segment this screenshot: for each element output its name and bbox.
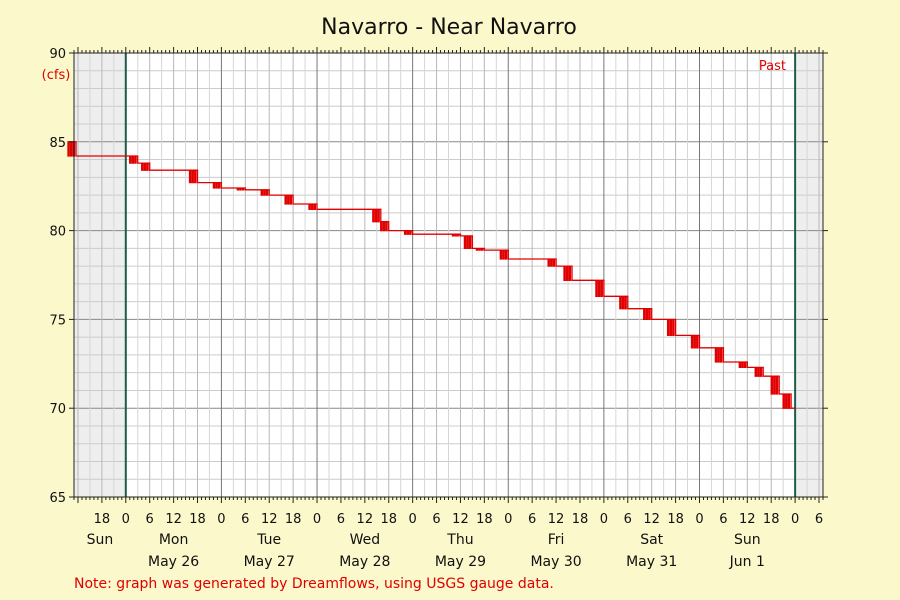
day-label: Tue [256,532,281,548]
date-label: May 28 [339,554,390,570]
shaded-region-after [795,53,823,497]
x-tick-label: 6 [337,512,345,527]
day-label: Mon [159,532,189,548]
x-tick-label: 0 [695,512,703,527]
y-axis-unit: (cfs) [42,68,71,83]
x-tick-label: 12 [261,512,278,527]
x-tick-label: 18 [572,512,589,527]
x-tick-label: 18 [476,512,493,527]
x-tick-label: 12 [548,512,565,527]
shaded-region-before [74,53,126,497]
grid-lines [74,52,823,498]
x-tick-label: 0 [409,512,417,527]
footer-note: Note: graph was generated by Dreamflows,… [74,576,554,592]
chart-title: Navarro - Near Navarro [321,15,577,40]
axes [69,47,828,503]
date-label: May 31 [626,554,677,570]
x-tick-label: 6 [146,512,154,527]
x-tick-label: 0 [217,512,225,527]
x-tick-label: 6 [624,512,632,527]
x-tick-label: 6 [432,512,440,527]
series-layer [67,141,796,409]
x-tick-label: 0 [122,512,130,527]
day-label: Wed [350,532,381,548]
day-label: Sun [87,532,114,548]
x-tick-label: 0 [504,512,512,527]
day-label: Thu [446,532,473,548]
x-tick-label: 18 [285,512,302,527]
x-tick-label: 0 [791,512,799,527]
x-tick-label: 12 [643,512,660,527]
date-label: May 27 [244,554,295,570]
x-tick-label: 18 [667,512,684,527]
x-tick-label: 18 [94,512,111,527]
x-tick-label: 6 [528,512,536,527]
x-tick-label: 18 [763,512,780,527]
x-tick-label: 6 [815,512,823,527]
x-tick-label: 0 [600,512,608,527]
x-tick-label: 12 [357,512,374,527]
series-line [67,141,796,409]
y-tick-label: 85 [49,136,66,151]
x-tick-label: 0 [313,512,321,527]
x-tick-label: 12 [452,512,469,527]
day-label: Fri [548,532,565,548]
x-tick-label: 18 [189,512,206,527]
y-tick-label: 65 [49,491,66,506]
date-label: May 26 [148,554,199,570]
x-tick-label: 18 [380,512,397,527]
x-tick-label: 6 [719,512,727,527]
x-tick-label: 12 [165,512,182,527]
date-label: May 30 [530,554,581,570]
past-label: Past [759,59,786,74]
day-label: Sun [734,532,761,548]
x-tick-label: 12 [739,512,756,527]
y-tick-label: 70 [49,402,66,417]
day-label: Sat [640,532,663,548]
y-tick-label: 90 [49,47,66,62]
date-label: Jun 1 [729,554,765,570]
y-tick-label: 75 [49,313,66,328]
date-label: May 29 [435,554,486,570]
x-tick-label: 6 [241,512,249,527]
y-tick-label: 80 [49,225,66,240]
